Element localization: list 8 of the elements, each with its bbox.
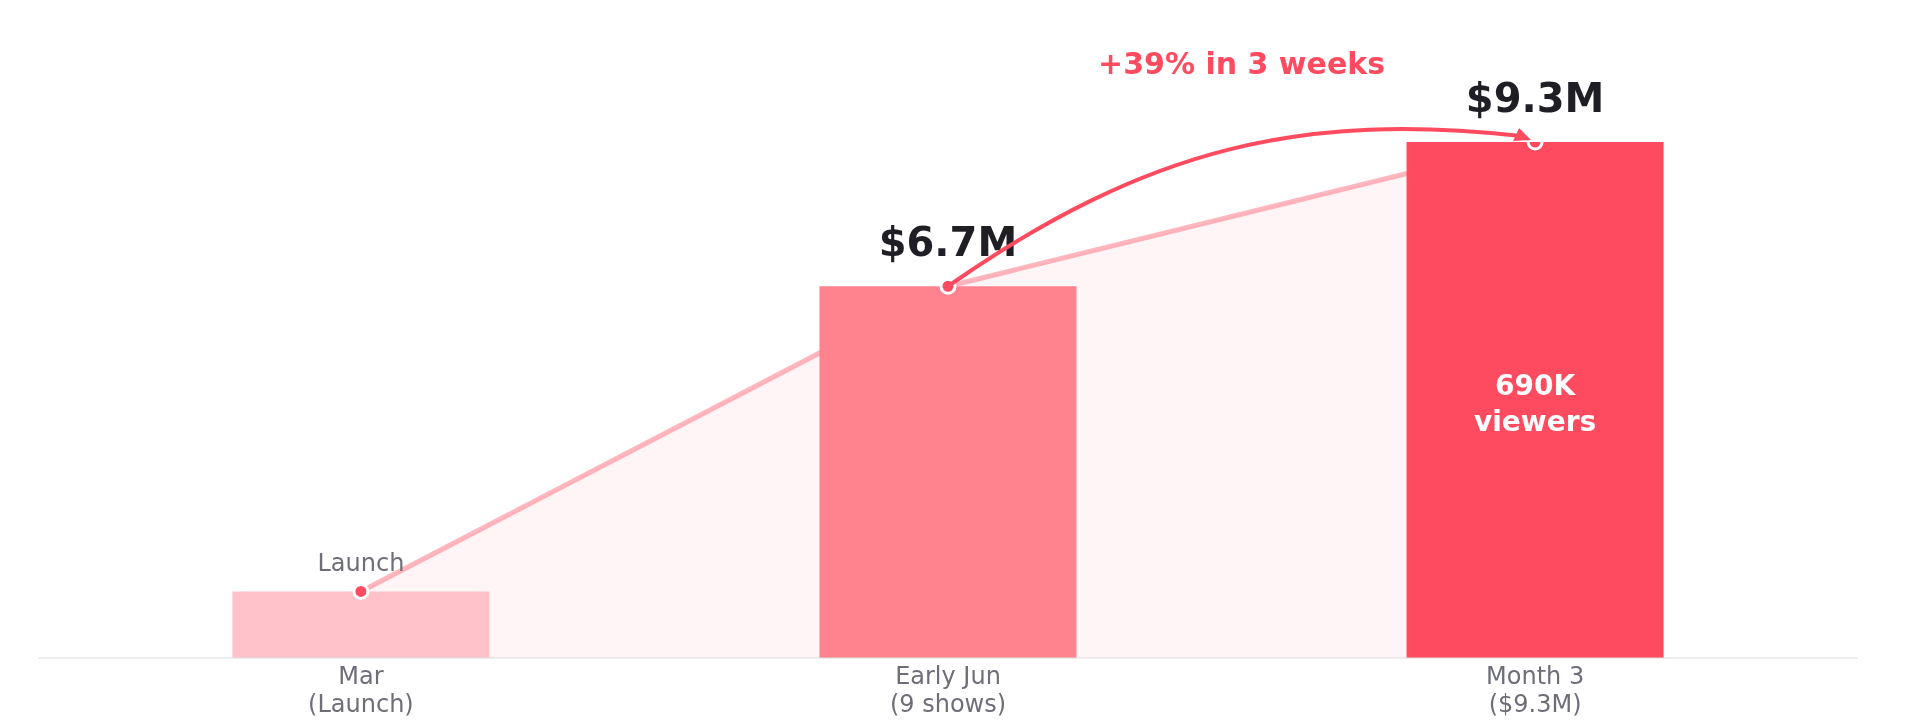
text: +39% in 3 weeks xyxy=(1098,46,1386,81)
x-tick-label: Month 3 ($9.3M) xyxy=(1486,662,1585,718)
annotation: Launch xyxy=(317,549,405,578)
x-tick-label: Mar (Launch) xyxy=(308,662,414,718)
data-label: $9.3M xyxy=(1465,75,1605,121)
data-label: $6.7M xyxy=(878,219,1018,266)
x-tick-label: Early Jun (9 shows) xyxy=(889,662,1007,718)
annotation: 690K viewers xyxy=(1474,368,1597,438)
